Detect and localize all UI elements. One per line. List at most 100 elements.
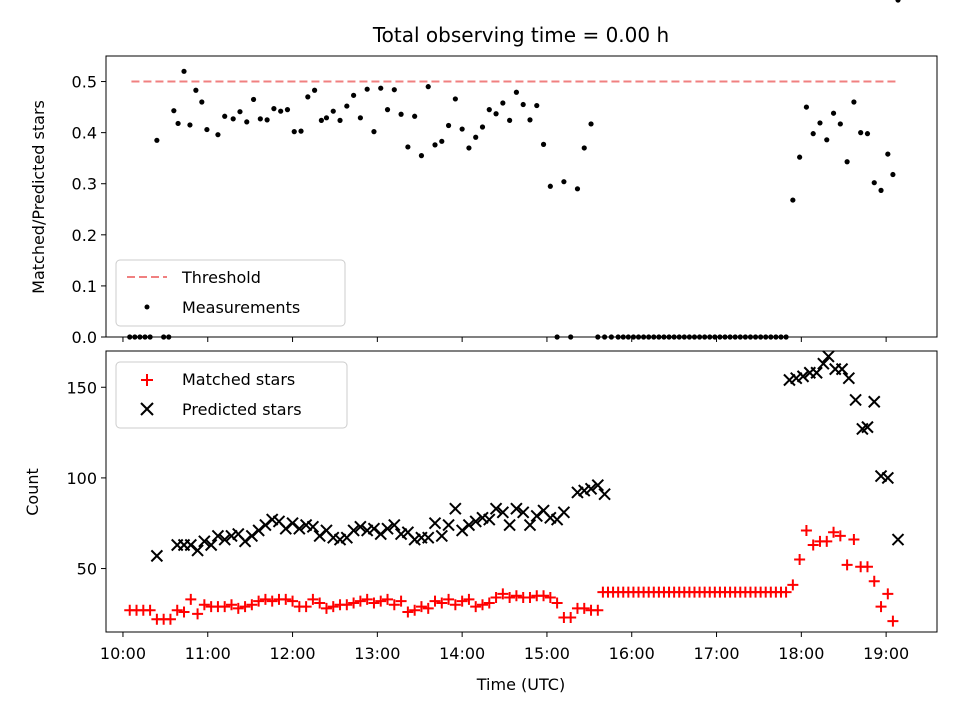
- matched-stars-point: [395, 595, 407, 607]
- predicted-stars-point: [462, 518, 476, 532]
- x-tick-label: 13:00: [354, 644, 400, 663]
- matched-stars-point: [524, 592, 536, 604]
- matched-stars-point: [232, 602, 244, 614]
- measurements-point: [581, 145, 587, 151]
- predicted-stars-point: [584, 482, 598, 495]
- measurements-point: [257, 116, 263, 122]
- x-tick-label: 15:00: [524, 644, 570, 663]
- predicted-stars-point: [822, 350, 835, 363]
- measurements-point: [520, 101, 526, 108]
- ratio-panel-y-label: Matched/Predicted stars: [29, 100, 48, 294]
- predicted-stars-point: [211, 529, 225, 543]
- x-axis-label: Time (UTC): [476, 675, 565, 694]
- matched-stars-point: [253, 595, 265, 607]
- predicted-stars-point: [516, 506, 530, 519]
- matched-stars-point: [538, 590, 550, 602]
- predicted-stars-point: [849, 393, 862, 407]
- measurements-point: [405, 144, 411, 150]
- predicted-stars-point: [835, 362, 849, 376]
- measurements-point: [425, 84, 431, 90]
- measurements-point: [298, 128, 304, 134]
- measurements-point: [432, 142, 438, 148]
- measurements-point: [574, 186, 581, 192]
- measurements-point: [278, 108, 284, 114]
- matched-stars-point: [780, 586, 792, 598]
- predicted-stars-point: [496, 506, 510, 519]
- predicted-legend-label: Predicted stars: [182, 400, 302, 419]
- measurements-point: [885, 151, 891, 157]
- predicted-stars-point: [388, 518, 401, 532]
- measurements-point: [817, 120, 823, 126]
- measurements-point: [193, 87, 199, 93]
- measurements-point: [250, 96, 257, 103]
- predicted-stars-point: [817, 357, 830, 370]
- matched-stars-point: [490, 592, 502, 604]
- measurements-point: [588, 121, 594, 127]
- y-tick-label: 0.2: [72, 226, 97, 245]
- measurements-point: [851, 99, 857, 105]
- measurements-point: [439, 138, 445, 144]
- predicted-stars-point: [198, 535, 211, 548]
- x-tick-label: 16:00: [609, 644, 655, 663]
- matched-stars-point: [375, 595, 387, 607]
- ratio-panel-x-ticks: [122, 337, 887, 342]
- matched-stars-point: [456, 595, 468, 607]
- measurements-point: [459, 126, 465, 132]
- measurements-point: [418, 153, 425, 159]
- matched-stars-point: [794, 553, 806, 565]
- matched-stars-point: [861, 561, 873, 573]
- predicted-stars-point: [381, 522, 394, 535]
- measurements-point: [187, 122, 193, 128]
- measurements-point: [452, 96, 458, 102]
- count-panel-marks: [124, 350, 905, 627]
- predicted-stars-point: [557, 506, 571, 519]
- predicted-stars-point: [796, 370, 810, 383]
- matched-stars-point: [287, 595, 299, 607]
- predicted-stars-point: [428, 517, 442, 530]
- measurements-point: [204, 126, 210, 133]
- matched-stars-point: [578, 602, 590, 614]
- y-tick-label: 0.3: [72, 175, 97, 194]
- measurements-point: [344, 103, 350, 109]
- predicted-stars-point: [868, 395, 881, 408]
- measurements-point: [797, 154, 803, 160]
- measurements-point: [230, 116, 236, 122]
- measurements-point: [507, 117, 513, 123]
- matched-legend-label: Matched stars: [182, 370, 295, 389]
- matched-stars-point: [164, 613, 176, 625]
- matched-stars-point: [828, 526, 840, 538]
- predicted-stars-point: [483, 513, 496, 526]
- measurements-point: [337, 117, 343, 123]
- matched-stars-point: [409, 604, 421, 616]
- measurements-point: [284, 107, 291, 113]
- matched-stars-point: [300, 601, 312, 613]
- matched-stars-point: [361, 593, 373, 605]
- measurements-point: [305, 94, 311, 100]
- matched-stars-point: [463, 593, 475, 605]
- matched-stars-point: [239, 601, 251, 613]
- measurements-point: [895, 0, 901, 3]
- matched-stars-point: [368, 597, 380, 609]
- measurements-point: [171, 108, 177, 114]
- count-legend-box: [115, 361, 348, 429]
- predicted-stars-point: [435, 529, 448, 543]
- count-panel-x-ticks: 10:00 11:00 12:00 13:00 14:00 15:00 16:00 17:00…: [100, 632, 909, 663]
- measurements-point: [412, 113, 418, 119]
- measurements-point: [391, 87, 397, 93]
- matched-stars-point: [875, 601, 887, 613]
- count-panel-frame: [105, 350, 938, 633]
- matched-stars-point: [497, 588, 509, 600]
- predicted-stars-point: [347, 524, 360, 537]
- measurements-point: [466, 145, 472, 151]
- threshold-legend-label: Threshold: [181, 268, 261, 287]
- matched-stars-point: [443, 593, 455, 605]
- measurements-point: [271, 106, 277, 112]
- matched-stars-point: [192, 608, 204, 620]
- matched-stars-point: [280, 593, 292, 605]
- y-tick-label: 0.1: [72, 277, 97, 296]
- measurements-point: [493, 111, 499, 117]
- matched-stars-point: [171, 604, 183, 616]
- predicted-stars-point: [842, 371, 856, 385]
- measurements-legend-swatch: [144, 304, 150, 310]
- measurements-point: [351, 92, 357, 98]
